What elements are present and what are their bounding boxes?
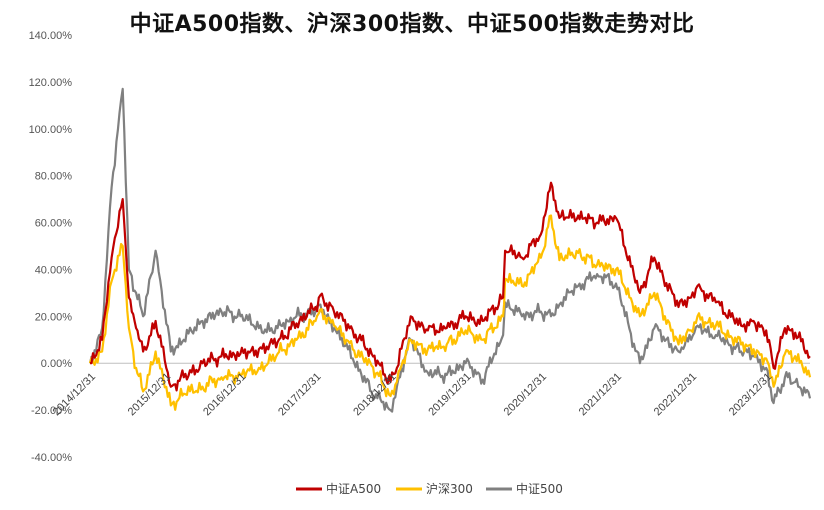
x-tick-label: 2021/12/31 <box>577 371 624 418</box>
x-tick-label: 2020/12/31 <box>502 371 549 418</box>
x-tick-label: 2015/12/31 <box>126 371 173 418</box>
y-tick-label: 60.00% <box>35 218 73 230</box>
y-tick-label: 40.00% <box>35 264 73 276</box>
y-tick-label: 140.00% <box>29 30 73 42</box>
y-tick-label: 100.00% <box>29 124 73 136</box>
x-tick-label: 2022/12/31 <box>652 371 699 418</box>
legend-item: 中证500 <box>486 481 563 496</box>
x-tick-label: 2017/12/31 <box>276 371 323 418</box>
y-tick-label: 120.00% <box>29 77 73 89</box>
legend-label: 沪深300 <box>426 482 473 496</box>
y-tick-label: 20.00% <box>35 311 73 323</box>
x-tick-label: 2023/12/31 <box>727 371 774 418</box>
y-tick-label: -40.00% <box>31 452 72 464</box>
x-axis-tick-labels: 2014/12/31 2015/12/31 2016/12/31 2017/12/31… <box>51 371 775 418</box>
legend-label: 中证A500 <box>326 481 381 496</box>
series-line-a500 <box>89 181 811 392</box>
x-tick-label: 2019/12/31 <box>426 371 473 418</box>
chart-title: 中证A500指数、沪深300指数、中证500指数走势对比 <box>129 12 695 37</box>
chart-legend: 中证A500 沪深300 中证500 <box>296 481 563 496</box>
y-tick-label: 0.00% <box>41 358 72 370</box>
y-axis-tick-labels: 140.00% 120.00% 100.00% 80.00% 60.00% 40.00% 2… <box>29 30 73 464</box>
series-line-hs300 <box>88 214 812 411</box>
legend-item: 沪深300 <box>396 482 473 496</box>
x-tick-label: 2014/12/31 <box>51 371 98 418</box>
legend-item: 中证A500 <box>296 481 381 496</box>
legend-label: 中证500 <box>516 481 563 496</box>
y-tick-label: 80.00% <box>35 171 73 183</box>
series-lines <box>88 87 812 413</box>
y-tick-label: -20.00% <box>31 405 72 417</box>
series-line-zz500 <box>88 87 812 413</box>
